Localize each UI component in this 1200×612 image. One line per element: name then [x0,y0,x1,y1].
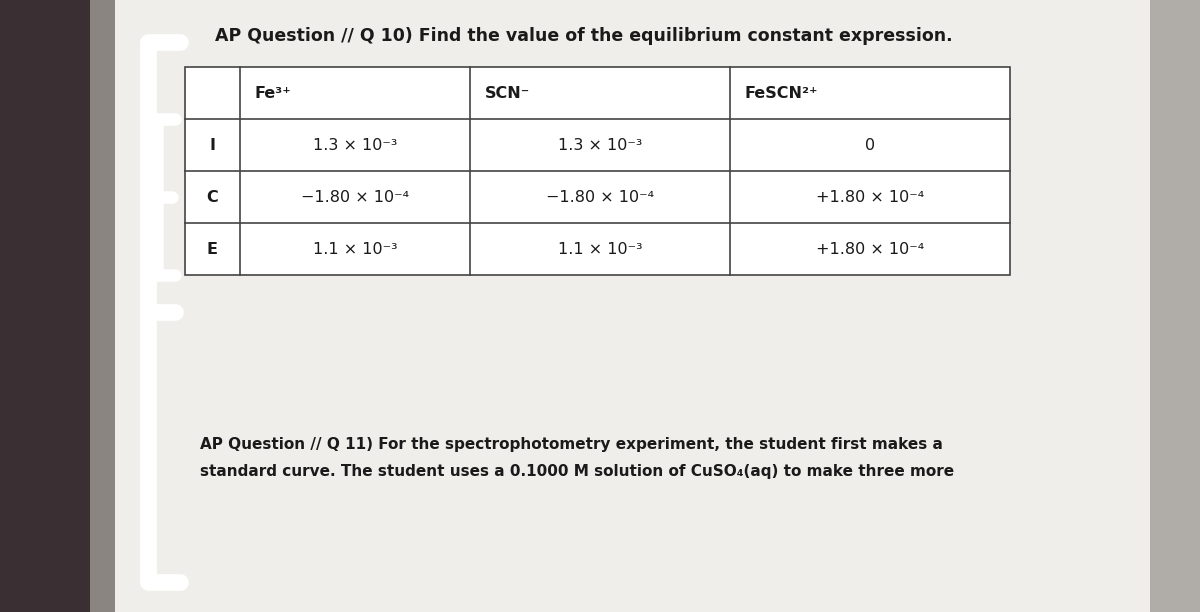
Text: 1.1 × 10⁻³: 1.1 × 10⁻³ [313,242,397,256]
Text: +1.80 × 10⁻⁴: +1.80 × 10⁻⁴ [816,190,924,204]
Text: E: E [208,242,218,256]
Text: 1.1 × 10⁻³: 1.1 × 10⁻³ [558,242,642,256]
Text: FeSCN²⁺: FeSCN²⁺ [745,86,818,100]
Text: −1.80 × 10⁻⁴: −1.80 × 10⁻⁴ [301,190,409,204]
Text: SCN⁻: SCN⁻ [485,86,530,100]
Text: 0: 0 [865,138,875,152]
Text: standard curve. The student uses a 0.1000 Μ solution of CuSO₄(aq) to make three : standard curve. The student uses a 0.100… [200,464,954,479]
Bar [90,0,130,612]
Text: AP Question // Q 11) For the spectrophotometry experiment, the student first mak: AP Question // Q 11) For the spectrophot… [200,437,943,452]
Text: −1.80 × 10⁻⁴: −1.80 × 10⁻⁴ [546,190,654,204]
Text: 1.3 × 10⁻³: 1.3 × 10⁻³ [558,138,642,152]
Bar [0,0,110,612]
Text: +1.80 × 10⁻⁴: +1.80 × 10⁻⁴ [816,242,924,256]
Bar [185,67,1010,275]
Text: AP Question // Q 10) Find the value of the equilibrium constant expression.: AP Question // Q 10) Find the value of t… [215,27,953,45]
Bar [1150,0,1200,612]
Text: Fe³⁺: Fe³⁺ [256,86,292,100]
Text: I: I [210,138,216,152]
Text: C: C [206,190,218,204]
Text: 1.3 × 10⁻³: 1.3 × 10⁻³ [313,138,397,152]
